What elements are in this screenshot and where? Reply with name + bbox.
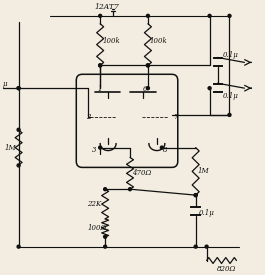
Text: 100k: 100k (150, 37, 168, 45)
Text: 1M: 1M (5, 144, 16, 152)
Circle shape (104, 188, 107, 191)
Text: 100k: 100k (102, 37, 120, 45)
Circle shape (194, 245, 197, 248)
Circle shape (147, 87, 149, 90)
Circle shape (17, 87, 20, 90)
Text: 3: 3 (92, 145, 97, 153)
Circle shape (228, 14, 231, 17)
Text: 22K: 22K (87, 200, 101, 208)
Circle shape (205, 245, 208, 248)
Circle shape (17, 245, 20, 248)
Circle shape (99, 64, 102, 67)
Text: 0.1μ: 0.1μ (223, 51, 238, 59)
Circle shape (147, 14, 149, 17)
Circle shape (228, 113, 231, 116)
Circle shape (208, 87, 211, 90)
Circle shape (129, 188, 131, 191)
Text: 12AT7: 12AT7 (95, 3, 120, 11)
Circle shape (99, 146, 102, 149)
Text: 1M: 1M (198, 167, 209, 175)
Text: 7: 7 (173, 113, 177, 121)
Circle shape (160, 146, 163, 149)
Circle shape (208, 14, 211, 17)
Circle shape (17, 164, 20, 167)
Text: 2: 2 (86, 113, 91, 121)
Text: 470Ω: 470Ω (132, 169, 151, 177)
Text: 820Ω: 820Ω (217, 265, 236, 273)
Text: 0.1μ: 0.1μ (199, 209, 214, 217)
Circle shape (147, 64, 149, 67)
Text: 100Ω: 100Ω (87, 224, 107, 232)
Text: 1: 1 (97, 85, 102, 93)
Circle shape (104, 235, 107, 238)
Text: 0.1μ: 0.1μ (223, 92, 238, 100)
Circle shape (17, 87, 20, 90)
Circle shape (104, 245, 107, 248)
Text: 8: 8 (163, 145, 167, 153)
Circle shape (147, 64, 149, 67)
Circle shape (99, 14, 102, 17)
Text: 6: 6 (143, 85, 147, 93)
Circle shape (194, 194, 197, 197)
Circle shape (99, 64, 102, 67)
Circle shape (194, 194, 197, 197)
Circle shape (17, 128, 20, 131)
Text: μ: μ (3, 80, 7, 88)
